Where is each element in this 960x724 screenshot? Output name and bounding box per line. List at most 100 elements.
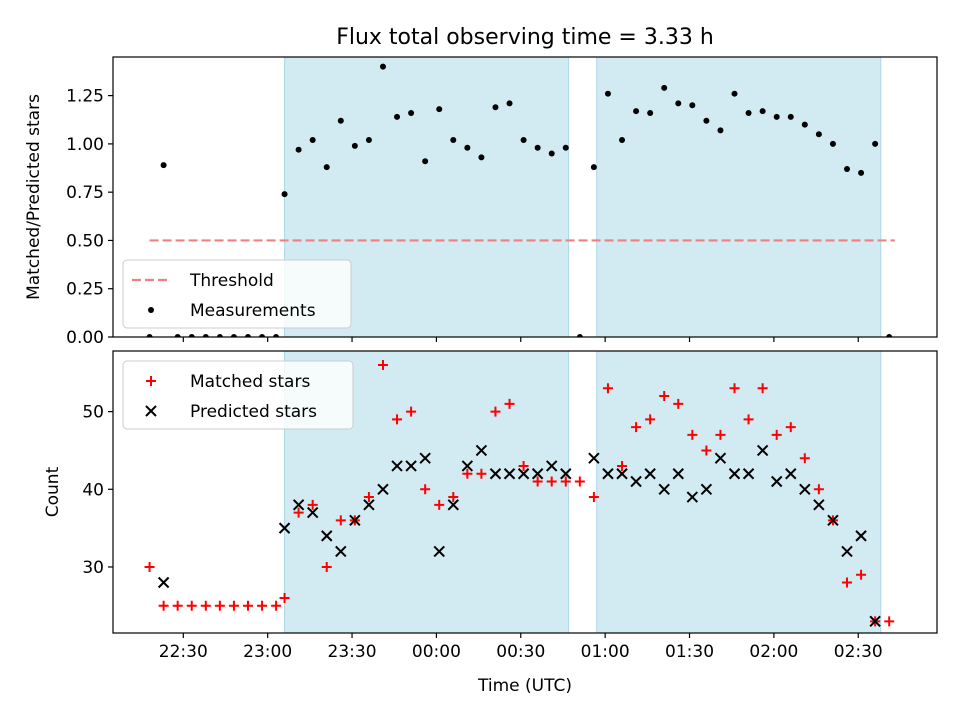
matched-stars-point bbox=[172, 600, 183, 611]
predicted-stars-point bbox=[560, 468, 572, 480]
measurement-point bbox=[492, 104, 499, 111]
measurement-point bbox=[351, 142, 358, 149]
predicted-stars-point bbox=[517, 468, 530, 480]
predicted-stars-point bbox=[700, 483, 713, 495]
measurement-point bbox=[216, 334, 223, 337]
legend-label: Matched stars bbox=[190, 372, 310, 392]
predicted-stars-point bbox=[644, 468, 656, 480]
axes-frame bbox=[112, 350, 938, 634]
predicted-stars-point bbox=[363, 499, 375, 511]
measurement-point bbox=[230, 334, 237, 337]
matched-stars-point bbox=[392, 414, 403, 425]
matched-stars-point bbox=[335, 515, 346, 526]
measurement-point bbox=[281, 191, 288, 198]
y-tick-label: 1.00 bbox=[66, 135, 104, 155]
predicted-stars-point bbox=[588, 452, 600, 464]
measurement-point bbox=[787, 113, 794, 120]
measurement-point bbox=[844, 166, 851, 172]
matched-stars-point bbox=[307, 499, 318, 510]
matched-stars-point bbox=[518, 460, 529, 471]
panel-ratio: 0.00 0.25 0.50 0.75 1.00 1.25 Matched/Predicte… bbox=[24, 56, 938, 348]
measurement-point bbox=[773, 113, 780, 120]
measurement-point bbox=[365, 137, 372, 144]
matched-stars-point bbox=[448, 492, 459, 503]
measurement-point bbox=[379, 63, 386, 70]
measurement-point bbox=[675, 100, 682, 107]
legend: Matched stars Predicted stars bbox=[122, 360, 354, 430]
matched-stars-point bbox=[617, 460, 628, 471]
matched-stars-point bbox=[771, 429, 782, 440]
predicted-stars-point bbox=[489, 468, 502, 480]
predicted-stars-point bbox=[292, 499, 305, 511]
matched-stars-point bbox=[799, 453, 810, 464]
y-axis-label: Matched/Predicted stars bbox=[24, 94, 44, 300]
matched-stars-point bbox=[228, 600, 239, 611]
predicted-stars-point bbox=[841, 545, 853, 558]
matched-stars-point bbox=[377, 359, 388, 370]
measurement-point bbox=[259, 334, 266, 337]
matched-stars-point bbox=[271, 600, 282, 611]
x-tick-label: 02:00 bbox=[749, 642, 798, 662]
measurement-point bbox=[188, 334, 195, 337]
predicted-stars-point bbox=[546, 460, 558, 472]
matched-stars-point bbox=[214, 600, 225, 611]
matched-stars-point bbox=[186, 600, 197, 611]
predicted-stars-point bbox=[405, 460, 417, 472]
predicted-stars-point bbox=[321, 530, 333, 542]
measurement-point bbox=[295, 146, 302, 153]
predicted-stars-point bbox=[433, 545, 445, 558]
predicted-stars-point bbox=[475, 444, 488, 457]
predicted-stars-point bbox=[335, 545, 347, 558]
chart-title: Flux total observing time = 3.33 h bbox=[336, 25, 714, 50]
matched-stars-point bbox=[490, 406, 501, 417]
measurement-point bbox=[337, 117, 344, 124]
measurement-point bbox=[872, 140, 879, 147]
predicted-stars-point bbox=[686, 491, 699, 503]
x-tick-label: 00:30 bbox=[496, 642, 545, 662]
x-tick-label: 23:30 bbox=[328, 642, 377, 662]
measurement-point bbox=[506, 100, 513, 107]
matched-stars-point bbox=[406, 406, 417, 417]
measurement-point bbox=[801, 121, 808, 128]
predicted-stars-point bbox=[447, 499, 459, 511]
measurement-point bbox=[174, 334, 181, 337]
axes-frame bbox=[112, 56, 938, 338]
measurement-point bbox=[886, 334, 893, 337]
measurement-point bbox=[576, 334, 583, 337]
measurement-point bbox=[394, 113, 401, 120]
measurement-point bbox=[745, 110, 752, 116]
measurement-point bbox=[759, 108, 766, 115]
measurement-point bbox=[604, 90, 611, 97]
predicted-stars-point bbox=[616, 468, 628, 480]
matched-stars-point bbox=[813, 484, 824, 495]
x-tick-label: 02:30 bbox=[834, 642, 883, 662]
predicted-stars-point bbox=[377, 483, 389, 495]
matched-stars-point bbox=[158, 600, 169, 611]
measurement-point bbox=[450, 137, 457, 144]
matched-stars-point bbox=[434, 499, 445, 510]
predicted-stars-point bbox=[157, 576, 170, 589]
y-axis-label: Count bbox=[43, 466, 63, 517]
predicted-stars-point bbox=[869, 615, 881, 628]
matched-stars-point bbox=[560, 476, 571, 487]
measurement-point bbox=[520, 137, 527, 144]
predicted-stars-point bbox=[602, 468, 614, 480]
matched-stars-point bbox=[574, 476, 585, 487]
matched-stars-point bbox=[363, 492, 374, 503]
measurement-point bbox=[858, 169, 865, 176]
measurement-point bbox=[244, 334, 251, 337]
matched-stars-point bbox=[602, 383, 613, 394]
matched-stars-point bbox=[200, 600, 211, 611]
measurement-point bbox=[815, 131, 822, 138]
measurement-point bbox=[562, 144, 569, 151]
predicted-stars-point bbox=[813, 499, 825, 511]
measurement-point bbox=[829, 140, 836, 147]
measurement-point bbox=[273, 334, 280, 337]
predicted-stars-point bbox=[278, 522, 291, 534]
matched-stars-point bbox=[462, 468, 473, 479]
matched-stars-point bbox=[884, 616, 895, 627]
x-axis-label: Time (UTC) bbox=[477, 676, 572, 696]
measurement-point bbox=[731, 90, 738, 97]
measurement-point bbox=[436, 106, 443, 113]
